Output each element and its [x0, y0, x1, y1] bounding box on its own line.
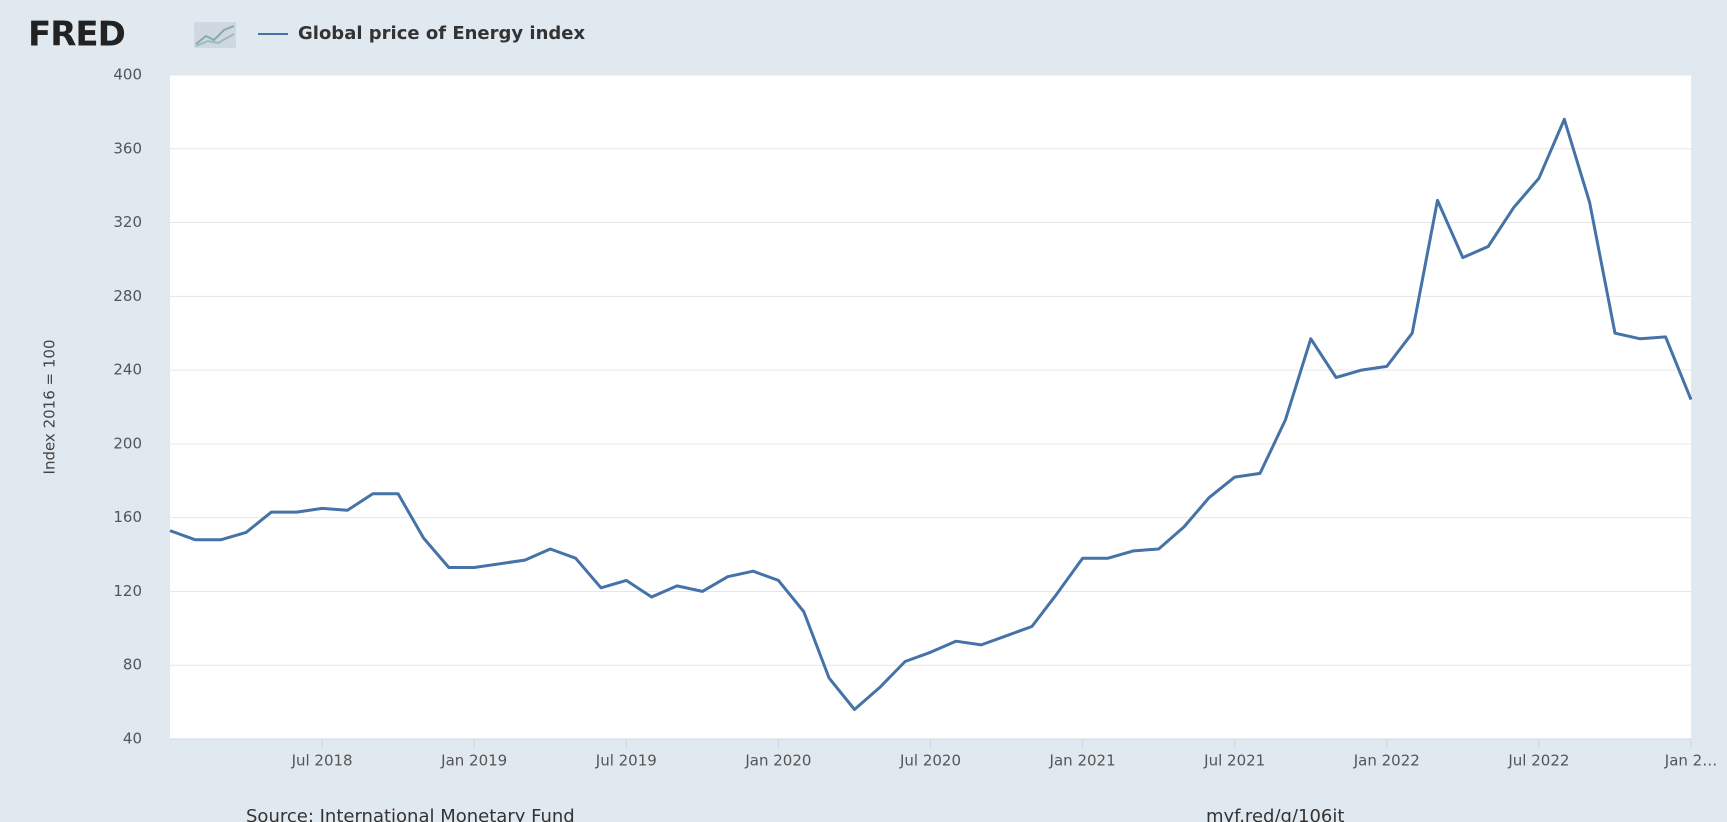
- y-tick-label: 200: [113, 434, 142, 452]
- x-tick-label: Jul 2020: [899, 752, 961, 770]
- y-tick-label: 240: [113, 361, 142, 379]
- y-tick-label: 160: [113, 508, 142, 526]
- x-tick-label: Jan 2019: [440, 752, 507, 770]
- y-tick-label: 80: [123, 656, 142, 674]
- y-tick-label: 400: [113, 66, 142, 84]
- logo-icon: [194, 22, 236, 48]
- y-tick-label: 280: [113, 287, 142, 305]
- x-tick-label: Jul 2021: [1203, 752, 1265, 770]
- legend-label: Global price of Energy index: [298, 23, 585, 44]
- data-line: [169, 117, 1693, 711]
- y-axis-label: Index 2016 = 100: [41, 340, 59, 475]
- y-tick-label: 320: [113, 213, 142, 231]
- brand-logo[interactable]: FRED: [28, 15, 126, 55]
- y-tick-label: 120: [113, 582, 142, 600]
- x-tick-label: Jul 2019: [595, 752, 657, 770]
- x-tick-label: Jan 2021: [1049, 752, 1116, 770]
- source: Source: International Monetary Fund: [246, 806, 575, 822]
- x-tick-label: Jul 2018: [291, 752, 353, 770]
- plot-area: [170, 75, 1691, 739]
- y-tick-label: 360: [113, 139, 142, 157]
- y-tick-label: 40: [123, 730, 142, 748]
- short-link[interactable]: myf.red/g/106it: [1206, 806, 1344, 822]
- x-tick-label: Jan 2…: [1664, 752, 1717, 770]
- x-tick-label: Jul 2022: [1507, 752, 1569, 770]
- x-tick-label: Jan 2020: [744, 752, 811, 770]
- x-tick-label: Jan 2022: [1353, 752, 1420, 770]
